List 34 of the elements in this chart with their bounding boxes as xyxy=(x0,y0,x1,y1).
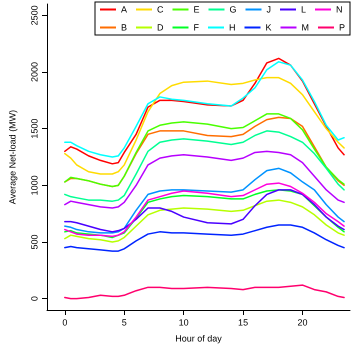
legend-label: K xyxy=(265,22,272,32)
line-series xyxy=(64,224,345,252)
x-tick-label: 15 xyxy=(238,318,248,328)
legend-label: C xyxy=(157,4,164,14)
legend-label: A xyxy=(121,4,128,14)
legend-label: B xyxy=(121,22,128,32)
y-tick-label: 500 xyxy=(30,234,40,250)
legend-label: D xyxy=(157,22,164,32)
legend-label: H xyxy=(229,22,236,32)
y-tick-label: 0 xyxy=(30,296,40,302)
legend-label: J xyxy=(266,4,272,14)
legend-label: N xyxy=(336,4,343,14)
y-tick-label: 2500 xyxy=(30,5,40,26)
line-series xyxy=(64,168,345,234)
legend-label: M xyxy=(302,22,309,32)
legend-label: G xyxy=(230,4,237,14)
y-tick-label: 1500 xyxy=(30,118,40,139)
x-tick-label: 5 xyxy=(122,318,127,328)
legend-label: F xyxy=(194,22,200,32)
line-series xyxy=(64,199,345,243)
y-tick-label: 2000 xyxy=(30,62,40,82)
legend-label: P xyxy=(338,22,346,32)
y-axis-title: Average Net-load (MW) xyxy=(8,110,18,204)
x-tick-label: 20 xyxy=(297,318,308,328)
line-series xyxy=(64,130,345,202)
x-axis-title: Hour of day xyxy=(175,334,222,344)
x-tick-label: 0 xyxy=(62,318,68,328)
legend-label: L xyxy=(301,4,306,14)
line-series xyxy=(64,76,345,175)
line-series xyxy=(64,150,345,209)
x-tick-label: 10 xyxy=(178,318,189,328)
legend-label: E xyxy=(194,4,200,14)
y-tick-label: 1000 xyxy=(30,175,40,196)
line-series xyxy=(64,284,345,300)
